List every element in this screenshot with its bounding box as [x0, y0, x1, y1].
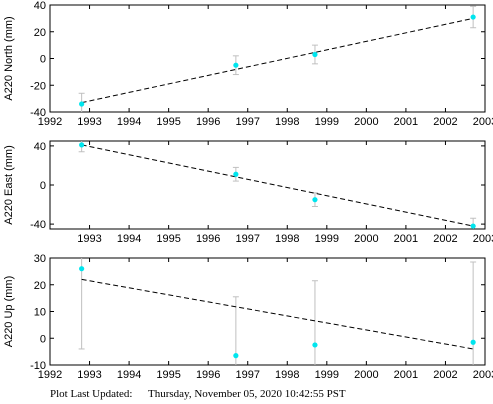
x-tick-label: 2000	[354, 233, 378, 245]
plot-frame	[49, 4, 486, 113]
data-point	[312, 342, 318, 348]
y-tick-label: 10	[34, 307, 46, 319]
x-tick-label: 1995	[156, 369, 180, 381]
data-point	[233, 62, 239, 68]
x-tick-label: 2003	[473, 369, 493, 381]
x-tick-label: 1994	[117, 116, 141, 128]
x-tick-label: 1998	[275, 116, 299, 128]
footer-label: Plot Last Updated:	[50, 388, 133, 400]
plot-frame	[49, 257, 486, 366]
x-tick-label: 1999	[315, 233, 339, 245]
data-point	[233, 171, 239, 177]
y-tick-label: -40	[30, 107, 46, 119]
x-tick-label: 2003	[473, 116, 493, 128]
y-tick-label: 20	[34, 280, 46, 292]
x-tick-label: 2001	[394, 116, 418, 128]
data-point	[79, 142, 85, 148]
x-tick-label: 2002	[433, 233, 457, 245]
x-tick-label: 1994	[117, 369, 141, 381]
fit-line	[81, 144, 474, 227]
footer-timestamp: Thursday, November 05, 2020 10:42:55 PST	[148, 388, 346, 400]
data-point	[470, 14, 476, 20]
y-tick-label: 20	[34, 27, 46, 39]
y-axis-label: A220 East (mm)	[3, 145, 15, 224]
x-tick-label: 1999	[315, 369, 339, 381]
x-tick-label: 2002	[433, 369, 457, 381]
y-tick-label: 30	[34, 253, 46, 265]
x-tick-label: 2002	[433, 116, 457, 128]
data-point	[470, 223, 476, 229]
plot-frame	[49, 140, 486, 230]
x-tick-label: 1997	[235, 233, 259, 245]
y-axis-label: A220 North (mm)	[3, 16, 15, 100]
y-axis-label: A220 Up (mm)	[3, 276, 15, 348]
y-tick-label: -10	[30, 360, 46, 372]
x-tick-label: 1995	[156, 233, 180, 245]
x-tick-label: 1995	[156, 116, 180, 128]
data-point	[312, 51, 318, 58]
y-tick-label: -40	[30, 219, 46, 231]
x-tick-label: 1992	[38, 369, 62, 381]
x-tick-label: 1993	[77, 369, 101, 381]
fit-line	[81, 17, 474, 104]
x-tick-label: 1997	[235, 369, 259, 381]
y-tick-label: 0	[40, 180, 46, 192]
x-tick-label: 1994	[117, 233, 141, 245]
x-tick-label: 1998	[275, 233, 299, 245]
y-tick-label: 40	[34, 141, 46, 153]
data-point	[312, 197, 318, 203]
x-tick-label: 1993	[77, 233, 101, 245]
x-tick-label: 2003	[473, 233, 493, 245]
x-tick-label: 1996	[196, 116, 220, 128]
x-tick-label: 1996	[196, 233, 220, 245]
x-tick-label: 2001	[394, 369, 418, 381]
x-tick-label: 2000	[354, 369, 378, 381]
data-point	[470, 339, 476, 345]
x-tick-label: 2001	[394, 233, 418, 245]
y-tick-label: 0	[40, 54, 46, 66]
data-point	[79, 266, 85, 272]
x-tick-label: 2000	[354, 116, 378, 128]
x-tick-label: 1993	[77, 116, 101, 128]
fit-line	[81, 278, 474, 350]
x-tick-label: 1992	[38, 116, 62, 128]
x-tick-label: 1996	[196, 369, 220, 381]
x-tick-label: 1998	[275, 369, 299, 381]
y-tick-label: 0	[40, 333, 46, 345]
x-tick-label: 1997	[235, 116, 259, 128]
x-tick-label: 1999	[315, 116, 339, 128]
data-point	[79, 101, 85, 107]
data-point	[233, 353, 239, 359]
y-tick-label: -20	[30, 80, 46, 92]
y-tick-label: 40	[34, 0, 46, 12]
